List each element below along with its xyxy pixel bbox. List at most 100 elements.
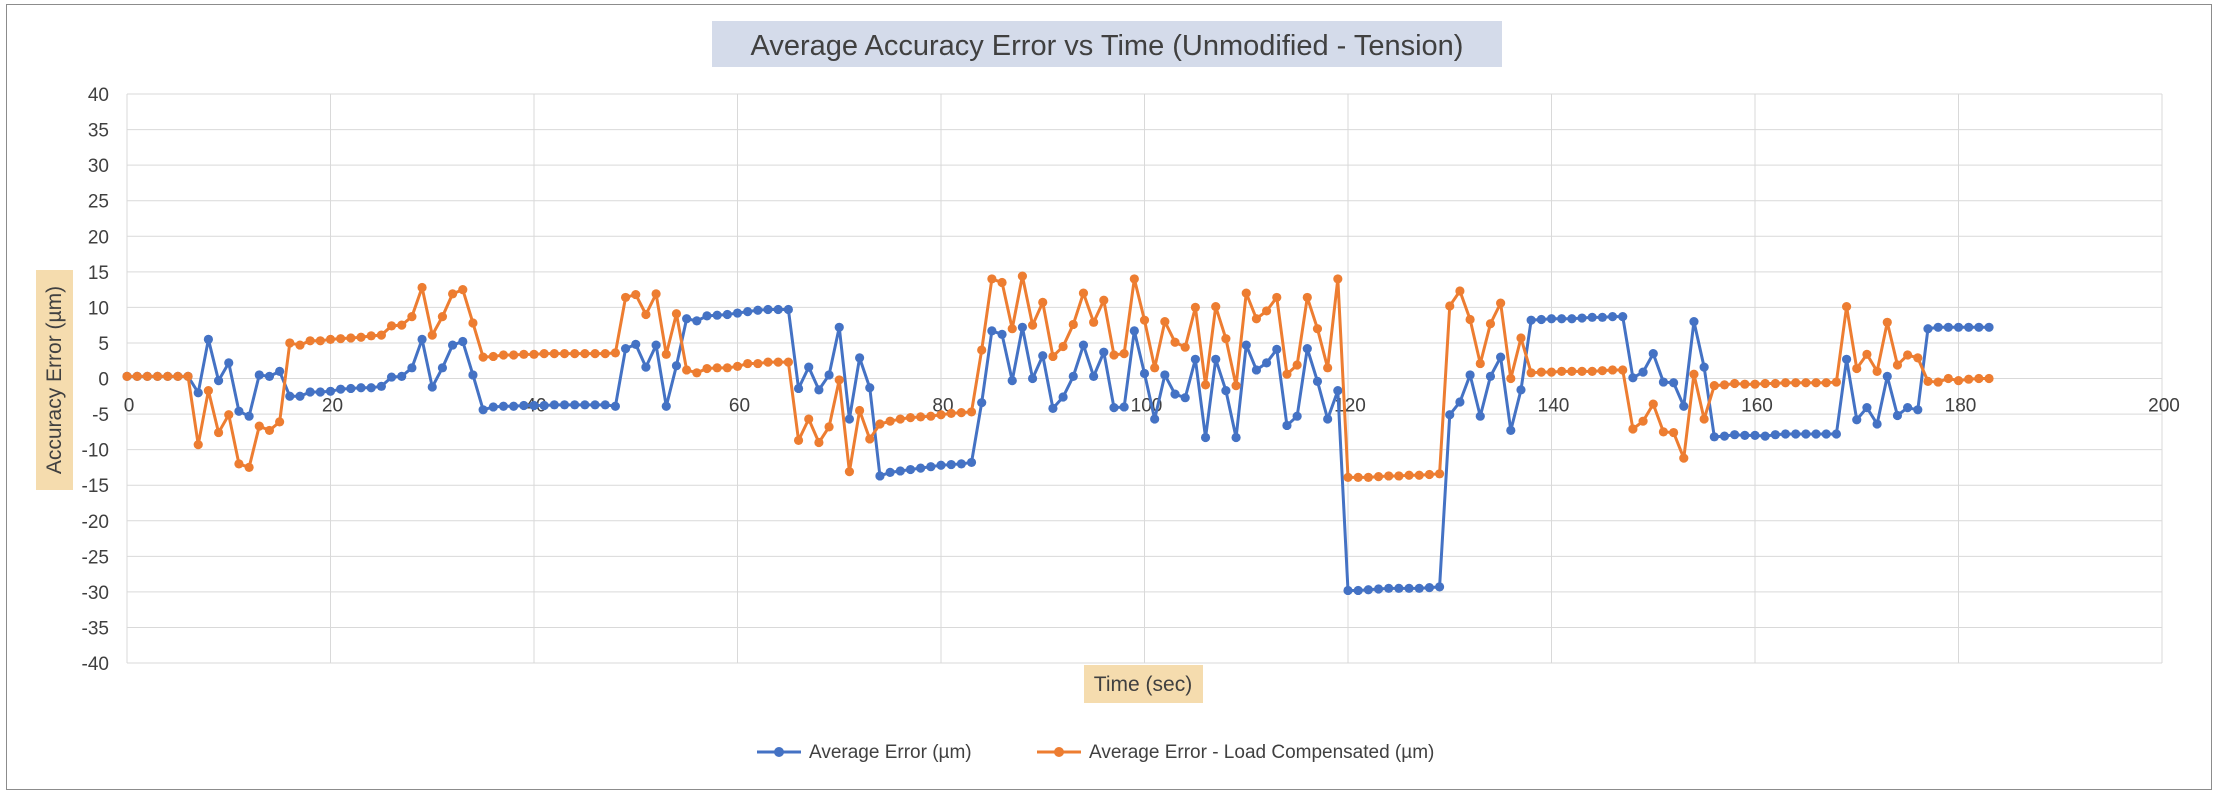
series-1 [122, 304, 1994, 596]
data-point [1109, 350, 1119, 360]
data-point [173, 371, 183, 381]
data-point [122, 371, 132, 381]
data-point [1872, 419, 1882, 429]
data-point [783, 357, 793, 367]
data-point [1302, 292, 1312, 303]
data-point [1607, 312, 1618, 322]
data-point [946, 459, 956, 470]
data-point [661, 401, 671, 411]
data-point [926, 462, 936, 472]
data-point [1628, 373, 1638, 383]
data-point [712, 310, 722, 320]
data-point [661, 349, 671, 359]
data-point [559, 349, 570, 359]
data-point [1699, 362, 1709, 372]
data-point [305, 336, 315, 346]
data-point [1485, 319, 1496, 329]
data-point [824, 370, 834, 380]
data-point [1394, 583, 1404, 593]
data-point [1933, 322, 1943, 332]
data-point [1221, 385, 1231, 396]
x-tick-label: 160 [1741, 396, 1773, 417]
data-point [1384, 583, 1394, 593]
data-point [1038, 351, 1048, 361]
data-point [509, 401, 519, 411]
data-point [1302, 344, 1312, 354]
data-point [977, 345, 987, 355]
data-point [1353, 585, 1363, 596]
data-point [1384, 471, 1394, 481]
data-point [386, 372, 397, 382]
data-point [1821, 378, 1831, 388]
data-point [519, 349, 529, 359]
data-point [905, 413, 916, 423]
x-tick-label: 180 [1945, 396, 1977, 417]
data-point [1333, 385, 1343, 396]
data-point [1363, 585, 1373, 595]
data-point [1394, 471, 1404, 481]
data-point [1027, 373, 1038, 384]
data-point [1913, 405, 1923, 415]
data-point [1750, 430, 1760, 440]
y-tick-label: 25 [88, 192, 109, 213]
data-point [743, 307, 753, 317]
data-point [386, 321, 397, 331]
data-point [1496, 352, 1506, 362]
y-tick-label: -40 [82, 654, 109, 675]
data-point [987, 274, 997, 284]
data-point [966, 407, 977, 417]
data-point [997, 277, 1007, 288]
data-point [1038, 297, 1048, 307]
data-point [264, 425, 275, 436]
data-point [1221, 334, 1231, 344]
data-point [814, 385, 824, 395]
data-point [488, 402, 498, 412]
data-point [1892, 360, 1903, 370]
data-point [1241, 340, 1251, 350]
data-point [722, 309, 732, 320]
data-point [1831, 377, 1841, 387]
data-point [1160, 317, 1170, 327]
data-point [1475, 358, 1485, 369]
data-point [763, 357, 773, 367]
chart-svg: Average Accuracy Error vs Time (Unmodifi… [36, 21, 2180, 763]
data-point [1231, 381, 1241, 391]
data-point [1628, 424, 1638, 434]
data-point [1170, 389, 1180, 399]
y-axis-title: Accuracy Error (µm) [43, 286, 66, 474]
data-point [1913, 353, 1923, 363]
data-point [1669, 427, 1679, 438]
data-point [1719, 431, 1730, 441]
data-point [1292, 411, 1302, 421]
data-point [1323, 414, 1333, 424]
data-point [875, 419, 885, 429]
data-point [295, 340, 305, 350]
data-point [1475, 411, 1485, 421]
data-point [1160, 370, 1170, 380]
data-point [264, 371, 275, 381]
data-point [285, 338, 295, 348]
data-point [1109, 403, 1119, 413]
data-point [1272, 344, 1282, 354]
data-point [712, 363, 722, 373]
data-point [478, 352, 488, 362]
data-point [1852, 415, 1862, 425]
data-point [1465, 370, 1475, 380]
data-point [1058, 392, 1068, 402]
data-point [1780, 378, 1791, 388]
data-point [1536, 367, 1546, 377]
data-point [142, 371, 152, 381]
x-tick-label: 200 [2148, 396, 2180, 417]
data-point [1089, 317, 1099, 327]
data-point [1455, 397, 1465, 407]
data-point [1211, 354, 1221, 364]
data-point [1414, 470, 1424, 480]
data-point [641, 362, 651, 372]
data-point [1791, 378, 1801, 388]
data-point [1964, 322, 1974, 332]
data-point [244, 411, 254, 421]
data-point [570, 400, 580, 410]
data-point [1699, 414, 1709, 424]
data-point [1943, 322, 1953, 332]
data-point [346, 333, 356, 343]
